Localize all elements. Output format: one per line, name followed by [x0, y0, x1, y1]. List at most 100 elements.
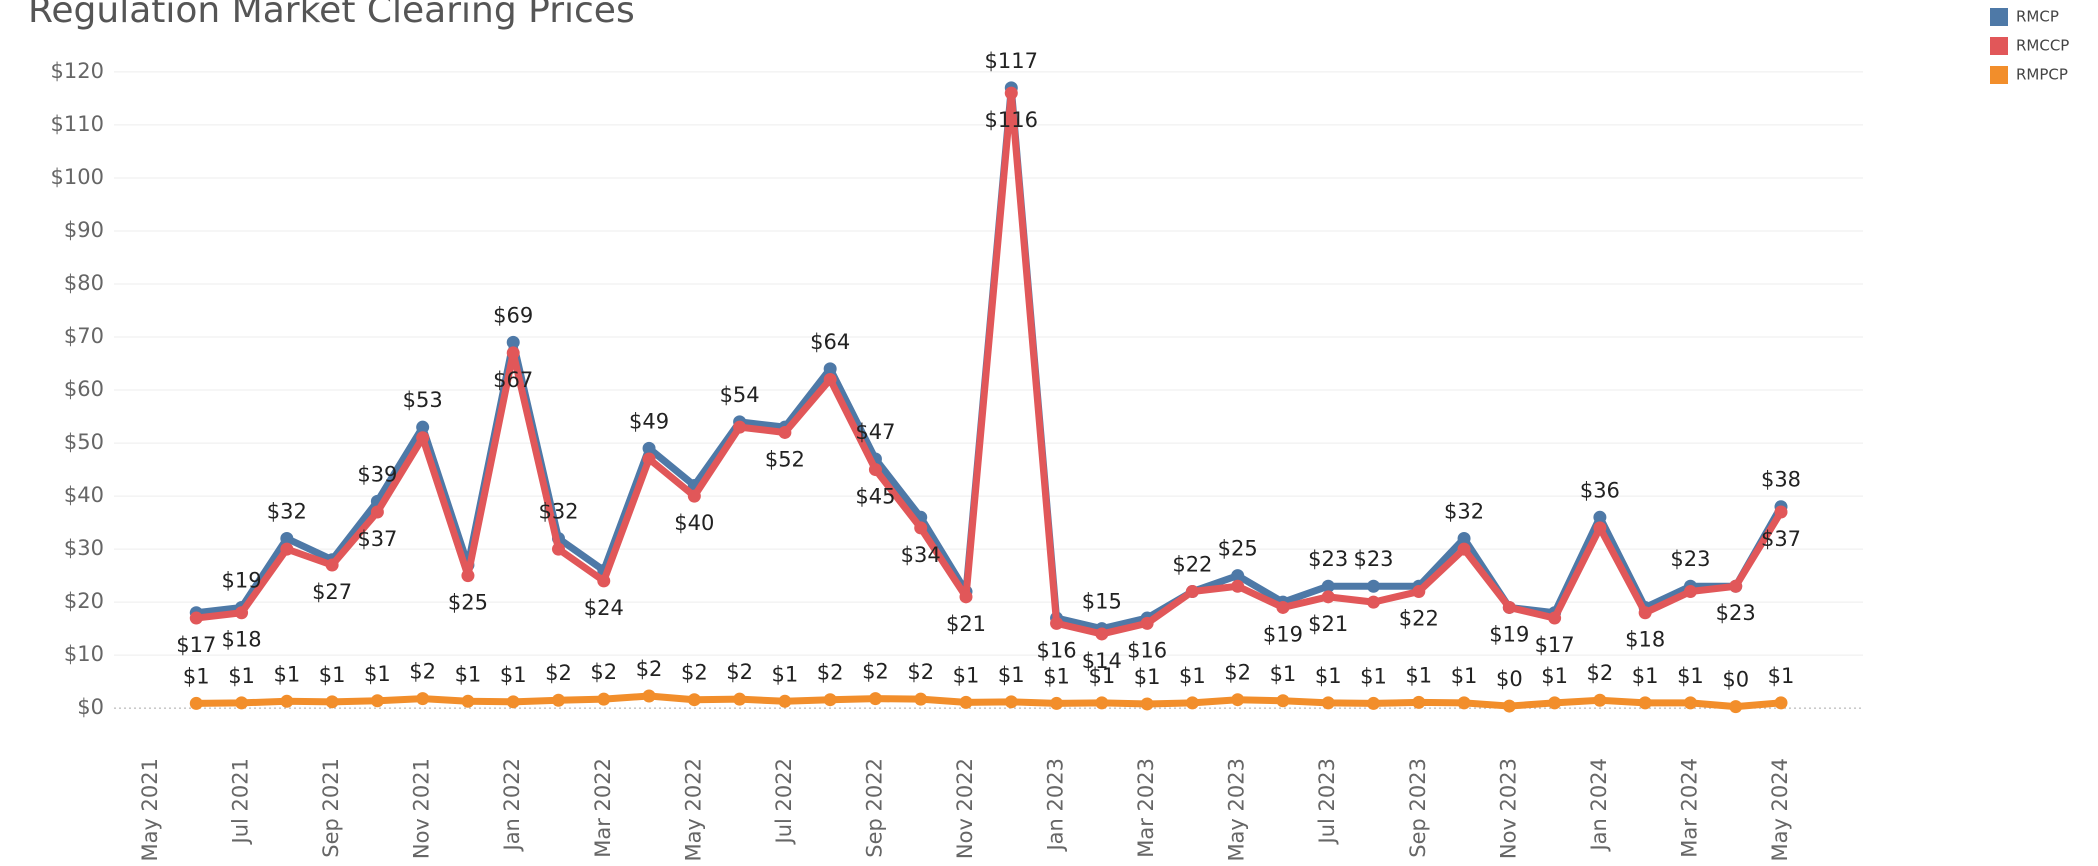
- data-label: $19: [222, 568, 262, 592]
- data-point: [416, 692, 430, 706]
- data-point: [959, 695, 973, 709]
- data-label: $117: [985, 49, 1038, 73]
- data-label: $1: [998, 663, 1025, 687]
- data-point: [189, 696, 203, 710]
- data-label: $1: [1315, 664, 1342, 688]
- legend-label: RMPCP: [2016, 66, 2068, 84]
- data-point: [235, 606, 249, 620]
- data-label: $1: [319, 663, 346, 687]
- data-label: $1: [1541, 664, 1568, 688]
- data-point: [416, 420, 430, 434]
- data-label: $2: [681, 661, 708, 685]
- x-tick-label: Mar 2024: [1677, 758, 1701, 858]
- y-tick-label: $100: [51, 165, 104, 189]
- y-tick-label: $110: [51, 112, 104, 136]
- x-tick-label: May 2021: [138, 758, 162, 862]
- data-label: $1: [1677, 664, 1704, 688]
- data-point: [280, 542, 294, 556]
- data-label: $53: [403, 388, 443, 412]
- data-point: [1774, 505, 1788, 519]
- data-label: $1: [772, 662, 799, 686]
- y-tick-label: $70: [64, 324, 104, 348]
- data-point: [1548, 611, 1562, 625]
- data-point: [1050, 616, 1064, 630]
- series-line: [195, 89, 1784, 638]
- data-point: [687, 489, 701, 503]
- data-point: [1004, 86, 1018, 100]
- y-tick-label: $60: [64, 377, 104, 401]
- data-point: [823, 693, 837, 707]
- data-label: $37: [1761, 527, 1801, 551]
- data-label: $54: [720, 383, 760, 407]
- data-label: $1: [1360, 664, 1387, 688]
- data-label: $23: [1308, 547, 1348, 571]
- data-label: $19: [1263, 622, 1303, 646]
- y-tick-label: $30: [64, 536, 104, 560]
- data-label: $1: [183, 664, 210, 688]
- data-point: [1321, 590, 1335, 604]
- data-point: [461, 694, 475, 708]
- data-point: [597, 574, 611, 588]
- data-point: [280, 532, 294, 546]
- data-point: [1367, 696, 1380, 710]
- legend-label: RMCP: [2016, 8, 2059, 26]
- data-point: [325, 558, 339, 572]
- data-label: $36: [1580, 478, 1620, 502]
- data-point: [1593, 521, 1607, 535]
- data-label: $34: [901, 543, 941, 567]
- data-point: [280, 694, 294, 708]
- data-point: [1457, 542, 1471, 556]
- data-point: [1412, 695, 1426, 709]
- data-label: $49: [629, 409, 669, 433]
- data-label: $1: [273, 662, 300, 686]
- data-label: $2: [409, 660, 436, 684]
- data-label: $37: [357, 527, 397, 551]
- data-point: [642, 441, 656, 455]
- data-label: $25: [448, 591, 488, 615]
- data-label: $1: [953, 663, 980, 687]
- data-point: [1095, 696, 1109, 710]
- data-label: $1: [1270, 662, 1297, 686]
- data-point: [552, 693, 565, 707]
- y-tick-label: $120: [51, 59, 104, 83]
- y-tick-label: $80: [64, 271, 104, 295]
- data-label: $2: [862, 660, 889, 684]
- data-label: $116: [985, 108, 1038, 132]
- y-tick-label: $20: [64, 589, 104, 613]
- data-point: [1185, 585, 1199, 599]
- data-point: [597, 692, 611, 706]
- x-tick-label: Mar 2022: [591, 758, 615, 858]
- data-label: $17: [1535, 633, 1575, 657]
- data-point: [868, 463, 882, 477]
- data-label: $16: [1037, 638, 1077, 662]
- data-label: $1: [1405, 663, 1432, 687]
- data-point: [461, 569, 475, 583]
- y-tick-label: $40: [64, 483, 104, 507]
- x-tick-label: Nov 2021: [410, 758, 434, 859]
- x-tick-label: Jan 2023: [1044, 758, 1068, 853]
- legend-swatch: [1990, 8, 2008, 26]
- data-point: [416, 431, 430, 445]
- data-label: $38: [1761, 468, 1801, 492]
- x-tick-label: May 2022: [681, 758, 705, 862]
- data-label: $23: [1353, 547, 1393, 571]
- data-label: $18: [1625, 628, 1665, 652]
- data-point: [506, 335, 520, 349]
- data-label: $32: [538, 500, 578, 524]
- data-point: [959, 590, 973, 604]
- data-label: $22: [1399, 607, 1439, 631]
- y-tick-label: $50: [64, 430, 104, 454]
- data-point: [325, 695, 339, 709]
- data-point: [733, 692, 747, 706]
- data-point: [1593, 510, 1607, 524]
- data-label: $40: [674, 511, 714, 535]
- legend-swatch: [1990, 66, 2008, 84]
- data-point: [642, 452, 656, 466]
- data-point: [1367, 595, 1380, 609]
- data-label: $14: [1082, 649, 1122, 673]
- data-label: $21: [1308, 612, 1348, 636]
- data-point: [1729, 700, 1743, 714]
- data-point: [1412, 585, 1426, 599]
- data-label: $32: [1444, 500, 1484, 524]
